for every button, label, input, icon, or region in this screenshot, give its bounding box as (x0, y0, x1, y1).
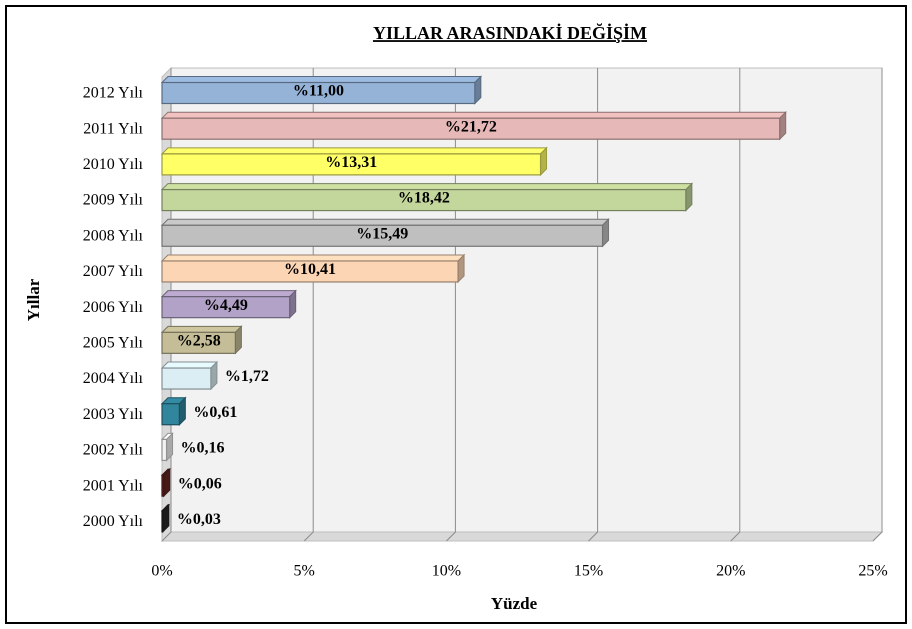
y-tick-label: 2009 Yılı (83, 192, 144, 209)
bar (161, 367, 212, 390)
y-tick-label: 2008 Yılı (83, 227, 144, 244)
bar-top (160, 147, 548, 155)
x-tick-label: 5% (294, 563, 315, 580)
chart-title: YILLAR ARASINDAKİ DEĞİŞİM (373, 22, 647, 43)
bar-top (160, 76, 483, 83)
value-label: %0,16 (181, 440, 225, 457)
x-axis-label: Yüzde (491, 594, 538, 613)
x-tick-label: 15% (574, 563, 603, 580)
bar-top (160, 361, 219, 369)
bar (161, 224, 604, 247)
bar-top (160, 325, 243, 333)
bar (161, 188, 687, 212)
grid-line (730, 68, 741, 542)
value-label: %21,72 (445, 118, 497, 135)
y-tick-label: 2001 Yılı (83, 477, 144, 494)
bar (161, 153, 542, 176)
x-tick-label: 20% (716, 563, 745, 580)
floor (160, 531, 884, 542)
value-label: %0,06 (178, 475, 222, 492)
value-label: %4,49 (204, 297, 248, 314)
value-label: %13,31 (325, 154, 377, 171)
bar (161, 510, 164, 533)
grid-line (872, 68, 883, 542)
x-tick-label: 0% (151, 563, 172, 580)
y-tick-label: 2007 Yılı (83, 263, 144, 280)
y-tick-label: 2010 Yılı (83, 156, 144, 173)
bar-top (160, 183, 694, 191)
bar (161, 331, 236, 354)
y-tick-label: 2003 Yılı (83, 406, 144, 423)
bar (161, 403, 180, 426)
value-label: %15,49 (356, 225, 408, 242)
bar-top (160, 254, 466, 262)
value-label: %10,41 (284, 261, 336, 278)
y-tick-label: 2012 Yılı (83, 85, 144, 102)
value-label: %11,00 (293, 83, 344, 100)
value-label: %2,58 (177, 333, 221, 350)
y-tick-label: 2002 Yılı (83, 442, 144, 459)
y-axis-label: Yıllar (24, 278, 43, 321)
y-tick-label: 2006 Yılı (83, 299, 144, 316)
y-tick-label: 2011 Yılı (83, 120, 143, 137)
y-tick-label: 2005 Yılı (83, 335, 144, 352)
bar (161, 81, 476, 105)
bar-top (160, 218, 610, 226)
bar-top (160, 111, 787, 119)
bar (161, 296, 291, 319)
y-tick-label: 2004 Yılı (83, 370, 144, 387)
x-tick-label: 10% (432, 563, 461, 580)
y-tick-label: 2000 Yılı (83, 513, 144, 530)
bar (161, 474, 165, 497)
bar (161, 260, 459, 283)
value-label: %0,61 (193, 404, 237, 421)
bar (161, 438, 168, 462)
value-label: %18,42 (398, 190, 450, 207)
value-label: %0,03 (177, 511, 221, 528)
bar-top (160, 290, 297, 298)
bar (161, 117, 781, 140)
x-tick-label: 25% (858, 563, 887, 580)
value-label: %1,72 (225, 368, 269, 385)
